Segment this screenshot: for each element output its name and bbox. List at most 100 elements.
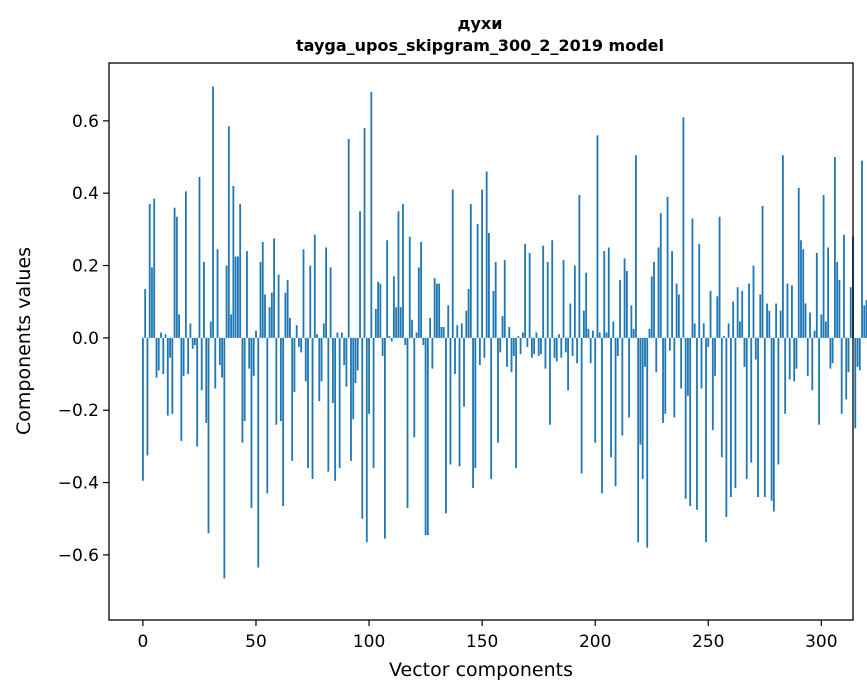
bar — [757, 337, 759, 498]
bar — [426, 337, 429, 535]
x-tick-label: 300 — [805, 632, 837, 652]
bar — [422, 337, 425, 346]
bar — [293, 337, 296, 393]
bar — [628, 337, 631, 418]
bar — [806, 337, 809, 376]
bar — [551, 240, 554, 338]
bar — [408, 236, 411, 338]
bar — [736, 287, 739, 338]
bar — [336, 332, 339, 338]
bar — [786, 283, 789, 338]
bar — [519, 337, 522, 355]
bar — [207, 337, 210, 534]
bar — [270, 292, 273, 338]
bars-group — [142, 86, 867, 579]
bar — [243, 337, 246, 422]
bar — [741, 290, 744, 338]
bar — [250, 337, 253, 508]
bar — [350, 337, 352, 461]
bar — [709, 290, 712, 338]
bar — [705, 337, 707, 543]
bar — [571, 337, 574, 356]
bar — [370, 91, 373, 338]
bar — [424, 337, 427, 535]
bar — [289, 317, 291, 338]
bar — [788, 337, 791, 380]
bar — [286, 280, 289, 338]
bar — [390, 337, 393, 342]
bar — [295, 325, 298, 338]
bar — [585, 272, 588, 338]
bar — [768, 310, 771, 338]
bar — [804, 303, 807, 338]
bar — [431, 337, 434, 369]
bar — [341, 332, 343, 338]
x-tick-label: 200 — [579, 632, 611, 652]
bar — [526, 337, 529, 347]
bar — [395, 307, 398, 338]
bar — [155, 337, 158, 378]
bar — [463, 337, 465, 407]
bar — [494, 261, 497, 338]
bar — [560, 337, 563, 358]
bar — [596, 135, 599, 338]
bar — [338, 337, 341, 469]
bar — [540, 337, 542, 355]
bar — [227, 126, 230, 338]
bar — [354, 337, 357, 384]
bar — [472, 337, 474, 488]
bar — [445, 337, 447, 514]
bar — [779, 310, 782, 338]
bar — [189, 323, 192, 338]
bar — [508, 327, 511, 338]
bar — [684, 337, 687, 499]
bar — [822, 195, 825, 338]
bar — [802, 249, 805, 338]
y-axis-ticks: −0.6 −0.4 −0.2 0.0 0.2 0.4 0.6 — [58, 112, 109, 566]
bar — [162, 337, 165, 375]
bar — [607, 247, 610, 338]
bar — [537, 337, 540, 356]
bar — [454, 337, 456, 375]
bar — [662, 337, 664, 423]
bar — [420, 242, 422, 338]
bar — [589, 337, 592, 364]
bar — [440, 327, 443, 338]
bar — [515, 337, 517, 469]
bar — [711, 337, 714, 431]
bar — [535, 332, 538, 338]
bar — [793, 337, 796, 382]
bar — [729, 337, 732, 498]
bar — [723, 336, 726, 338]
bar — [739, 321, 741, 338]
bar — [720, 337, 723, 458]
bar — [151, 267, 153, 338]
bar — [646, 337, 649, 548]
bar — [659, 213, 662, 338]
bar — [381, 337, 384, 356]
bar — [555, 337, 558, 362]
bar — [368, 337, 370, 414]
bar — [397, 211, 400, 338]
bar — [625, 270, 628, 338]
bar — [506, 337, 508, 367]
bar — [781, 155, 784, 338]
bar — [325, 247, 327, 338]
bar — [682, 117, 685, 338]
bar — [784, 337, 787, 414]
bar — [630, 305, 633, 338]
bar — [264, 294, 266, 338]
bar — [727, 323, 730, 338]
bar — [732, 301, 735, 338]
bar — [605, 332, 608, 338]
bar — [284, 292, 287, 338]
bar — [501, 316, 504, 338]
bar — [743, 337, 746, 367]
bar — [383, 337, 386, 539]
bar — [612, 321, 615, 338]
bar — [521, 332, 524, 338]
bar — [845, 337, 848, 400]
bar — [549, 337, 551, 425]
bar — [160, 332, 162, 338]
bar — [413, 337, 416, 438]
